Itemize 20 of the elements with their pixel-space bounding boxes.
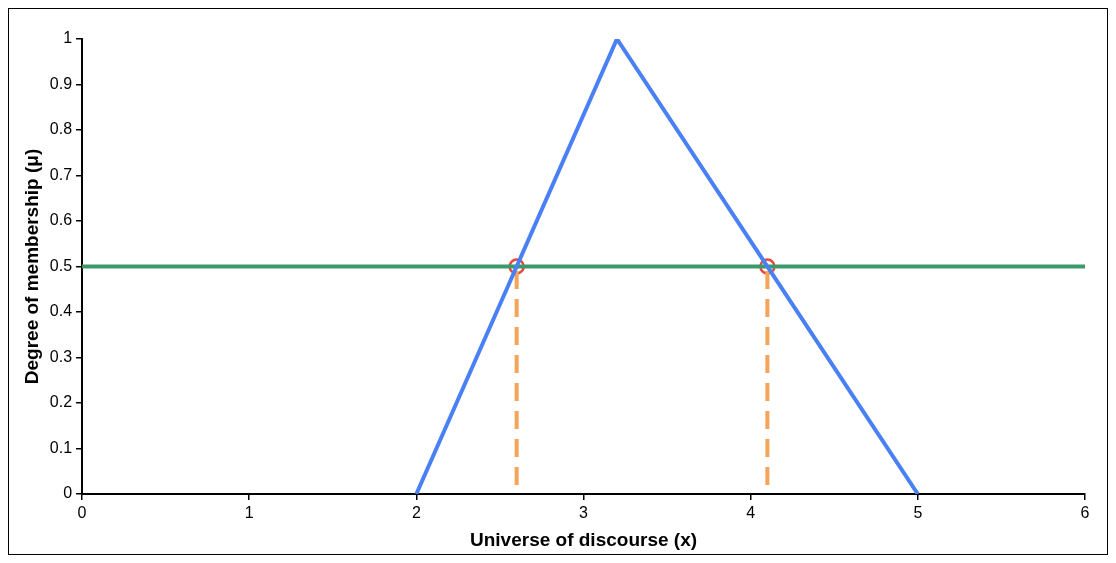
y-tick-label: 1 — [63, 29, 73, 47]
x-axis-title: Universe of discourse (x) — [470, 528, 698, 550]
x-tick-label: 2 — [411, 504, 421, 522]
x-tick-label: 4 — [746, 504, 756, 522]
x-tick-label: 5 — [913, 504, 923, 522]
y-tick-label: 0.1 — [49, 438, 73, 456]
y-tick-label: 0.2 — [49, 393, 73, 411]
y-tick-label: 0.4 — [49, 302, 73, 320]
y-tick-label: 0 — [63, 484, 73, 502]
y-tick-label: 0.9 — [49, 74, 73, 92]
y-tick-label: 0.6 — [49, 211, 73, 229]
y-tick-label: 0.3 — [49, 347, 73, 365]
y-tick-label: 0.8 — [49, 120, 73, 138]
x-tick-label: 0 — [77, 504, 87, 522]
y-axis-title: Degree of membership (μ) — [20, 148, 42, 385]
x-tick-label: 1 — [244, 504, 254, 522]
x-tick-label: 6 — [1080, 504, 1090, 522]
x-tick-label: 3 — [579, 504, 589, 522]
y-tick-label: 0.7 — [49, 165, 73, 183]
y-tick-label: 0.5 — [49, 256, 73, 274]
